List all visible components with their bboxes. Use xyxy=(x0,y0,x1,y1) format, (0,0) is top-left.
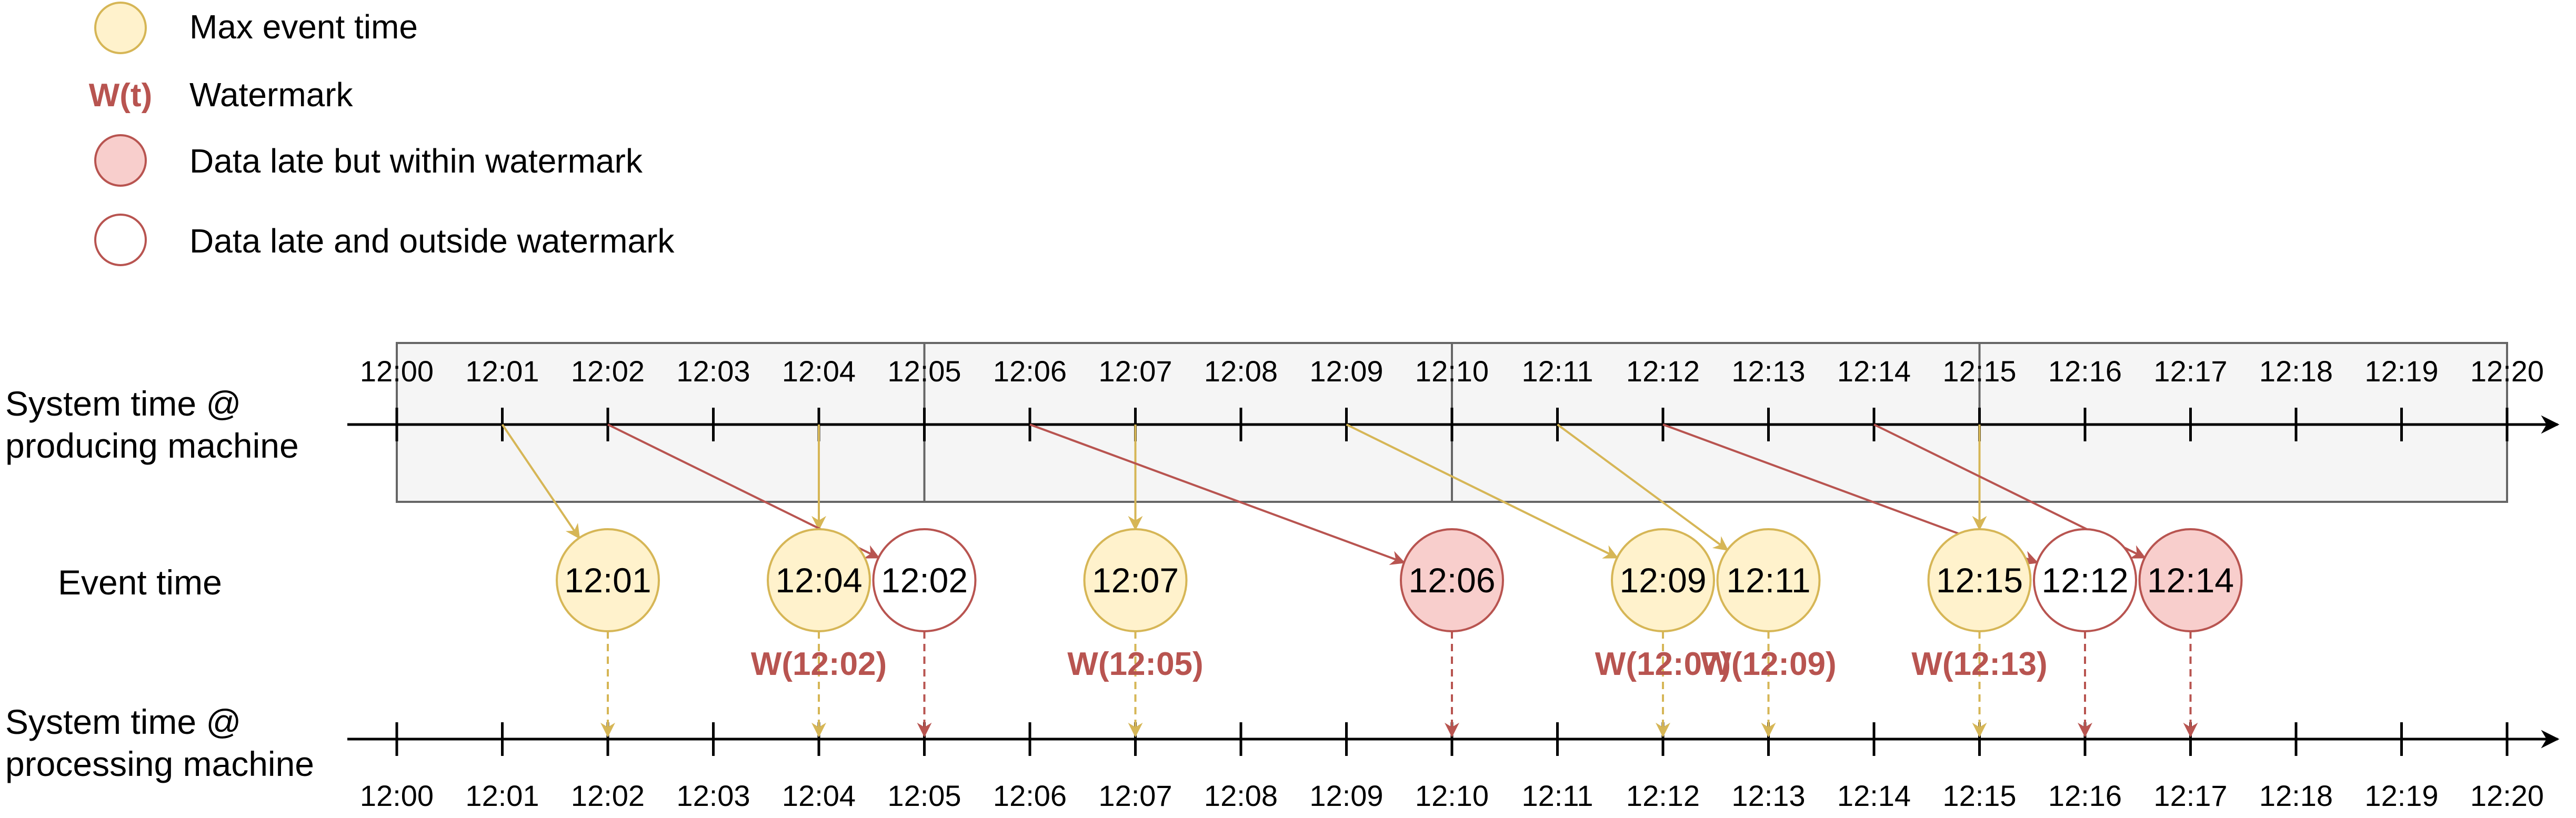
producing-tick-label: 12:01 xyxy=(465,355,539,388)
watermark-label: W(12:07) xyxy=(1595,646,1731,682)
event-node-1202 xyxy=(872,528,977,632)
producing-tick-label: 12:11 xyxy=(1522,355,1593,388)
producing-tick-label: 12:10 xyxy=(1415,355,1489,388)
processing-row-label-line1: System time @ xyxy=(5,702,241,741)
event-node-label: 12:14 xyxy=(2147,561,2234,600)
processing-tick-label: 12:15 xyxy=(1942,779,2016,812)
event-node-label: 12:04 xyxy=(775,561,862,600)
producing-row-label-line2: producing machine xyxy=(5,426,299,465)
window-box-4 xyxy=(1978,342,2508,503)
processing-tick-label: 12:19 xyxy=(2364,779,2438,812)
window-box-2 xyxy=(923,342,1453,503)
processing-tick-label: 12:07 xyxy=(1098,779,1172,812)
processing-tick-label: 12:13 xyxy=(1731,779,1805,812)
event-arrow-1201 xyxy=(501,423,580,540)
legend-late-within-label: Data late but within watermark xyxy=(189,142,643,180)
producing-tick-label: 12:04 xyxy=(782,355,856,388)
event-node-label: 12:11 xyxy=(1726,561,1810,600)
event-node-1209 xyxy=(1611,528,1715,632)
producing-tick-label: 12:18 xyxy=(2259,355,2333,388)
processing-tick-label: 12:02 xyxy=(571,779,645,812)
event-node-1204 xyxy=(767,528,871,632)
legend-max-event-label: Max event time xyxy=(189,8,418,46)
producing-tick-label: 12:09 xyxy=(1309,355,1383,388)
event-row-label: Event time xyxy=(58,563,222,602)
processing-tick-label: 12:01 xyxy=(465,779,539,812)
event-arrow-1209 xyxy=(1346,423,1619,559)
event-node-1214 xyxy=(2138,528,2243,632)
producing-tick-label: 12:05 xyxy=(887,355,961,388)
processing-tick-label: 12:18 xyxy=(2259,779,2333,812)
legend: Max event time W(t) Watermark Data late … xyxy=(89,2,675,266)
producing-tick-label: 12:07 xyxy=(1098,355,1172,388)
producing-tick-label: 12:06 xyxy=(993,355,1067,388)
processing-tick-label: 12:04 xyxy=(782,779,856,812)
event-node-label: 12:12 xyxy=(2041,561,2128,600)
producing-tick-label: 12:02 xyxy=(571,355,645,388)
producing-tick-label: 12:14 xyxy=(1837,355,1911,388)
watermark-label: W(12:05) xyxy=(1067,646,1203,682)
watermark-label: W(12:02) xyxy=(751,646,887,682)
event-node-1201 xyxy=(556,528,660,632)
window-boxes xyxy=(396,342,2508,503)
producing-tick-label: 12:00 xyxy=(360,355,434,388)
event-node-1215 xyxy=(1927,528,2032,632)
event-node-label: 12:15 xyxy=(1936,561,2023,600)
producing-row-label-line1: System time @ xyxy=(5,384,241,423)
processing-tick-label: 12:09 xyxy=(1309,779,1383,812)
processing-tick-label: 12:17 xyxy=(2153,779,2227,812)
processing-time-axis: 12:00 12:01 12:02 12:03 12:04 12:05 12:06 12:07… xyxy=(347,722,2560,812)
processing-tick-label: 12:08 xyxy=(1204,779,1278,812)
processing-tick-label: 12:16 xyxy=(2048,779,2122,812)
row-labels: System time @ producing machine Event ti… xyxy=(5,384,314,783)
event-node-label: 12:06 xyxy=(1408,561,1495,600)
event-node-label: 12:07 xyxy=(1092,561,1179,600)
processing-tick-label: 12:12 xyxy=(1626,779,1700,812)
event-node-label: 12:02 xyxy=(881,561,968,600)
producing-tick-label: 12:03 xyxy=(676,355,750,388)
event-node-1206 xyxy=(1400,528,1504,632)
event-nodes: 12:01 12:04 W(12:02) 12:02 12:07 W(12:05) 12:0… xyxy=(556,528,2243,682)
processing-tick-label: 12:20 xyxy=(2470,779,2544,812)
producing-tick-label: 12:15 xyxy=(1942,355,2016,388)
producing-tick-label: 12:19 xyxy=(2364,355,2438,388)
processing-tick-label: 12:06 xyxy=(993,779,1067,812)
processing-row-label-line2: processing machine xyxy=(5,744,314,783)
processing-tick-label: 12:10 xyxy=(1415,779,1489,812)
watermark-label: W(12:09) xyxy=(1700,646,1836,682)
event-arrow-1206 xyxy=(1029,423,1406,565)
producing-tick-label: 12:20 xyxy=(2470,355,2544,388)
processing-tick-label: 12:05 xyxy=(887,779,961,812)
legend-late-within-symbol xyxy=(94,134,147,187)
window-box-1 xyxy=(396,342,926,503)
event-node-1211 xyxy=(1716,528,1821,632)
legend-max-event-symbol xyxy=(94,2,147,54)
event-node-label: 12:09 xyxy=(1619,561,1706,600)
window-box-3 xyxy=(1451,342,1981,503)
producing-tick-label: 12:16 xyxy=(2048,355,2122,388)
legend-late-outside-symbol xyxy=(94,214,147,266)
event-node-label: 12:01 xyxy=(564,561,651,600)
processing-tick-label: 12:00 xyxy=(360,779,434,812)
producing-tick-label: 12:08 xyxy=(1204,355,1278,388)
processing-tick-label: 12:03 xyxy=(676,779,750,812)
watermark-label: W(12:13) xyxy=(1911,646,2047,682)
legend-watermark-label: Watermark xyxy=(189,76,354,114)
processing-tick-label: 12:11 xyxy=(1522,779,1593,812)
legend-watermark-symbol: W(t) xyxy=(89,77,152,114)
producing-tick-label: 12:13 xyxy=(1731,355,1805,388)
producing-tick-label: 12:17 xyxy=(2153,355,2227,388)
producing-tick-label: 12:12 xyxy=(1626,355,1700,388)
legend-late-outside-label: Data late and outside watermark xyxy=(189,222,675,260)
processing-tick-label: 12:14 xyxy=(1837,779,1911,812)
event-node-1212 xyxy=(2033,528,2137,632)
event-arrow-1211 xyxy=(1557,423,1729,551)
event-node-1207 xyxy=(1083,528,1188,632)
